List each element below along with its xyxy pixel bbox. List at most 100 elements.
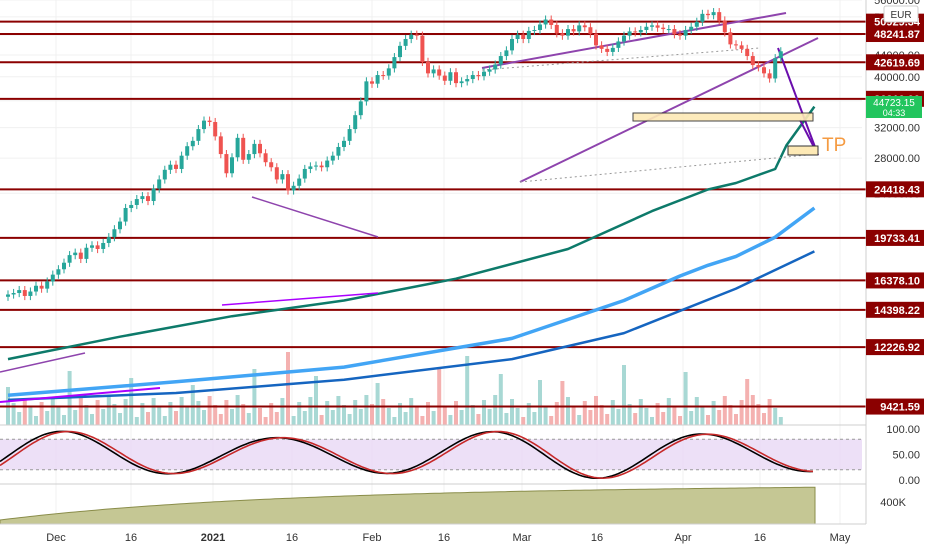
level-badge bbox=[866, 54, 924, 71]
stoch-d-line bbox=[0, 430, 814, 480]
time-tick-label: 16 bbox=[591, 532, 603, 544]
volume-bar bbox=[739, 400, 744, 425]
stoch-tick-label: 0.00 bbox=[899, 475, 920, 487]
volume-bar bbox=[426, 402, 430, 425]
currency-box[interactable] bbox=[883, 5, 919, 23]
volume-bar bbox=[280, 398, 285, 425]
candle-body bbox=[678, 34, 682, 36]
candle-body bbox=[571, 29, 576, 32]
volume-bar bbox=[666, 398, 671, 425]
candle-body bbox=[711, 12, 716, 16]
volume-bar bbox=[778, 417, 783, 425]
volume-bar bbox=[650, 417, 654, 425]
volume-bar bbox=[179, 397, 184, 425]
time-tick-label: Dec bbox=[46, 532, 66, 544]
candle-body bbox=[308, 166, 313, 169]
horizontal-levels bbox=[0, 20, 866, 408]
candle-body bbox=[252, 143, 257, 155]
candles[interactable] bbox=[6, 8, 783, 301]
candle-body bbox=[739, 45, 744, 49]
volume-bar bbox=[678, 416, 682, 425]
volume-bar bbox=[73, 410, 78, 425]
time-tick-label: Feb bbox=[363, 532, 382, 544]
level-badge bbox=[866, 26, 924, 43]
candle-body bbox=[151, 188, 156, 202]
candle-body bbox=[414, 34, 419, 36]
moving-averages bbox=[7, 105, 816, 402]
candle-body bbox=[515, 34, 520, 39]
candle-body bbox=[717, 12, 722, 21]
stoch-k-line bbox=[0, 430, 814, 479]
candle-body bbox=[134, 199, 139, 205]
candle-body bbox=[297, 178, 302, 186]
volume-bar bbox=[286, 352, 290, 425]
volume-bar bbox=[459, 410, 464, 425]
candle-body bbox=[386, 68, 391, 76]
candle-body bbox=[767, 73, 772, 79]
candle-body bbox=[291, 185, 296, 191]
candle-body bbox=[129, 204, 134, 208]
volume-bar bbox=[554, 402, 559, 425]
volume-bar bbox=[644, 408, 649, 425]
trendline bbox=[481, 12, 787, 69]
volume-bar bbox=[134, 417, 139, 425]
volume-bar bbox=[353, 400, 358, 425]
price-tick-label: 32000.00 bbox=[874, 123, 920, 135]
candle-body bbox=[666, 29, 671, 31]
candle-body bbox=[78, 252, 83, 259]
candle-body bbox=[90, 245, 94, 248]
volume-bar bbox=[711, 401, 716, 425]
candle-body bbox=[375, 75, 380, 84]
volume-bar bbox=[616, 409, 621, 425]
volume-bar bbox=[11, 403, 16, 425]
volume-bar bbox=[101, 409, 106, 425]
volume-bar bbox=[762, 413, 766, 425]
volume-bar bbox=[722, 396, 727, 425]
volume-bar bbox=[605, 414, 610, 425]
candle-body bbox=[554, 24, 559, 34]
candle-body bbox=[482, 71, 486, 77]
volume-bar bbox=[297, 402, 302, 425]
candle-body bbox=[650, 25, 654, 27]
volume-bar bbox=[370, 404, 374, 425]
candle-body bbox=[756, 65, 761, 68]
volume-bar bbox=[168, 402, 173, 425]
volume-bar bbox=[700, 406, 705, 425]
candle-body bbox=[319, 165, 324, 168]
candle-body bbox=[39, 285, 44, 289]
volume-bar bbox=[549, 416, 554, 425]
volume-bar bbox=[532, 412, 537, 425]
candle-body bbox=[241, 137, 246, 160]
candle-body bbox=[168, 164, 173, 170]
volume-bar bbox=[50, 397, 55, 425]
volume-bar bbox=[437, 367, 442, 425]
lower-tick-label: 400K bbox=[880, 497, 906, 509]
volume-bar bbox=[140, 403, 145, 425]
volume-bar bbox=[146, 412, 150, 425]
candle-body bbox=[577, 25, 582, 32]
volume-bar bbox=[185, 406, 190, 425]
volume-bar bbox=[510, 399, 514, 425]
candle-body bbox=[28, 291, 33, 296]
candle-body bbox=[230, 157, 234, 174]
candle-body bbox=[330, 155, 335, 161]
volume-bar bbox=[560, 381, 565, 425]
candle-body bbox=[146, 196, 150, 202]
target-zone-box bbox=[787, 145, 819, 156]
time-tick-label: Mar bbox=[513, 532, 532, 544]
volume-bar bbox=[291, 416, 296, 425]
tp-annotation: TP bbox=[822, 135, 846, 156]
candle-body bbox=[638, 29, 643, 33]
volume-bar bbox=[347, 414, 352, 425]
candle-body bbox=[196, 129, 201, 141]
volume-bar bbox=[56, 406, 61, 425]
volume-bar bbox=[498, 374, 503, 425]
candle-body bbox=[633, 31, 638, 33]
volume-bar bbox=[717, 410, 722, 425]
level-badge-label: 24418.43 bbox=[874, 184, 920, 196]
volume-bar bbox=[213, 405, 218, 425]
volume-bar bbox=[386, 408, 391, 425]
volume-bar bbox=[773, 408, 778, 425]
level-badge bbox=[866, 339, 924, 356]
